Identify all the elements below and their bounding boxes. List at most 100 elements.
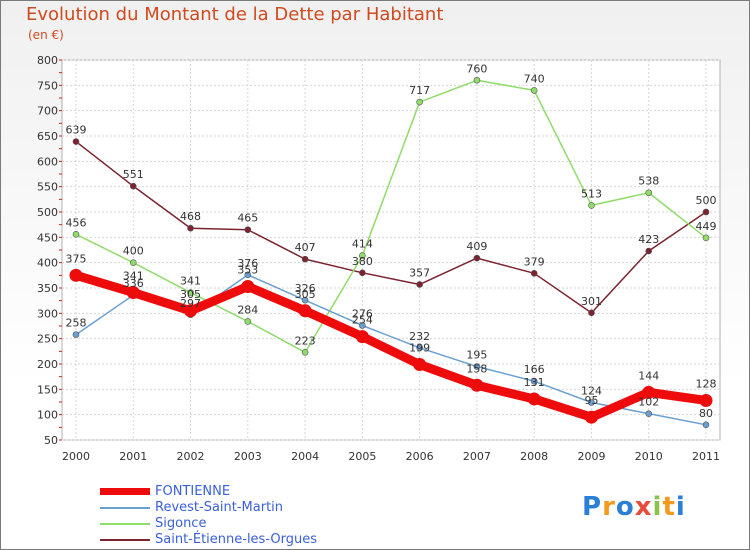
data-point-revest-saint-martin: [645, 410, 653, 417]
data-label-sigonce: 717: [409, 84, 430, 97]
series-line-fontienne: [71, 270, 711, 422]
data-label-sigonce: 456: [66, 216, 87, 229]
y-tick-label: 100: [37, 409, 58, 422]
data-label-saint-etienne-les-orgues: 465: [237, 212, 258, 225]
data-point-sigonce: [416, 98, 423, 106]
data-point-fontienne: [642, 385, 656, 399]
data-label-sigonce: 513: [581, 187, 602, 200]
y-tick-label: 550: [37, 181, 58, 194]
plot-area: [61, 59, 721, 441]
x-tick-label: 2007: [463, 450, 491, 463]
data-point-revest-saint-martin: [359, 322, 366, 329]
data-label-saint-etienne-les-orgues: 301: [581, 295, 602, 308]
data-point-revest-saint-martin: [588, 399, 595, 406]
series-line-saint-etienne-les-orgues: [75, 140, 707, 314]
y-tick-label: 450: [37, 231, 58, 244]
data-label-saint-etienne-les-orgues: 551: [123, 168, 144, 181]
y-tick-label: 800: [37, 54, 58, 67]
data-point-saint-etienne-les-orgues: [72, 138, 80, 145]
data-label-revest-saint-martin: 376: [237, 257, 258, 270]
data-point-revest-saint-martin: [473, 363, 481, 370]
data-label-fontienne: 341: [123, 270, 144, 283]
data-label-sigonce: 223: [295, 334, 316, 347]
data-label-fontienne: 305: [295, 288, 316, 301]
chart-title: Evolution du Montant de la Dette par Hab…: [26, 4, 444, 25]
chart-subtitle: (en €): [28, 28, 64, 42]
data-label-revest-saint-martin: 124: [581, 385, 602, 398]
data-label-saint-etienne-les-orgues: 423: [638, 233, 659, 246]
series-group: [69, 76, 713, 429]
data-point-revest-saint-martin: [244, 271, 252, 279]
proxiti-logo: Proxiti: [582, 492, 686, 522]
data-label-saint-etienne-les-orgues: 380: [352, 255, 373, 268]
x-tick-label: 2004: [291, 450, 319, 463]
data-point-fontienne: [241, 279, 255, 293]
data-point-saint-etienne-les-orgues: [244, 226, 252, 234]
y-tick-label: 600: [37, 155, 58, 168]
data-point-saint-etienne-les-orgues: [530, 270, 538, 277]
y-tick-label: 350: [37, 282, 58, 295]
legend-item-fontienne: FONTIENNE: [100, 484, 380, 500]
x-tick-label: 2008: [520, 450, 548, 463]
data-label-fontienne: 144: [638, 369, 659, 382]
data-label-saint-etienne-les-orgues: 639: [66, 124, 87, 137]
x-tick-label: 2003: [234, 450, 262, 463]
data-label-revest-saint-martin: 195: [466, 349, 487, 362]
series-line-sigonce: [75, 79, 707, 354]
data-label-sigonce: 341: [180, 275, 201, 288]
data-label-fontienne: 131: [524, 376, 545, 389]
x-tick-label: 2006: [406, 450, 434, 463]
data-label-sigonce: 740: [524, 72, 545, 85]
y-tick-label: 750: [37, 79, 58, 92]
x-tick-label: 2011: [692, 450, 720, 463]
data-point-sigonce: [244, 318, 252, 325]
data-point-sigonce: [588, 202, 595, 209]
data-label-revest-saint-martin: 258: [66, 317, 87, 330]
y-tick-label: 150: [37, 383, 58, 396]
legend-swatch: [100, 539, 150, 541]
data-label-fontienne: 158: [466, 362, 487, 375]
data-point-fontienne: [298, 304, 312, 318]
data-label-sigonce: 414: [352, 238, 373, 251]
legend-swatch: [100, 488, 150, 495]
data-point-revest-saint-martin: [72, 331, 80, 338]
y-tick-label: 50: [44, 434, 58, 447]
data-point-fontienne: [355, 330, 369, 344]
data-label-saint-etienne-les-orgues: 500: [696, 194, 717, 207]
data-label-revest-saint-martin: 326: [295, 282, 316, 295]
y-tick-label: 700: [37, 105, 58, 118]
data-label-fontienne: 353: [237, 263, 258, 276]
data-label-saint-etienne-les-orgues: 468: [180, 210, 201, 223]
data-point-saint-etienne-les-orgues: [359, 269, 366, 277]
data-point-revest-saint-martin: [702, 421, 710, 429]
data-label-saint-etienne-les-orgues: 379: [524, 255, 545, 268]
legend-swatch: [100, 507, 150, 509]
y-tick-label: 650: [37, 130, 58, 143]
data-point-fontienne: [69, 268, 83, 282]
data-label-revest-saint-martin: 80: [699, 407, 713, 420]
legend-swatch: [100, 523, 150, 525]
legend-label: FONTIENNE: [155, 484, 231, 499]
y-tick-label: 500: [37, 206, 58, 219]
data-label-sigonce: 538: [638, 175, 659, 188]
data-labels: 639 551 468 465 407 380 357 409 379 301 423 500 456 4…: [66, 62, 717, 420]
data-point-fontienne: [699, 393, 713, 407]
legend-item-revest-saint-martin: Revest-Saint-Martin: [100, 500, 380, 516]
x-tick-label: 2010: [635, 450, 663, 463]
data-label-sigonce: 760: [466, 62, 487, 75]
data-label-fontienne: 254: [352, 314, 373, 327]
data-label-fontienne: 305: [180, 288, 201, 301]
legend-item-sigonce: Sigonce: [100, 516, 380, 532]
x-tick-label: 2005: [348, 450, 376, 463]
data-point-sigonce: [72, 230, 80, 238]
data-point-sigonce: [129, 259, 137, 266]
data-label-saint-etienne-les-orgues: 409: [466, 240, 487, 253]
data-label-fontienne: 375: [66, 252, 87, 265]
data-point-saint-etienne-les-orgues: [416, 281, 423, 288]
data-label-revest-saint-martin: 297: [180, 297, 201, 310]
data-point-sigonce: [702, 234, 710, 242]
data-label-sigonce: 284: [237, 303, 258, 316]
data-label-revest-saint-martin: 336: [123, 277, 144, 290]
data-point-sigonce: [473, 76, 481, 84]
data-label-fontienne: 199: [409, 342, 430, 355]
